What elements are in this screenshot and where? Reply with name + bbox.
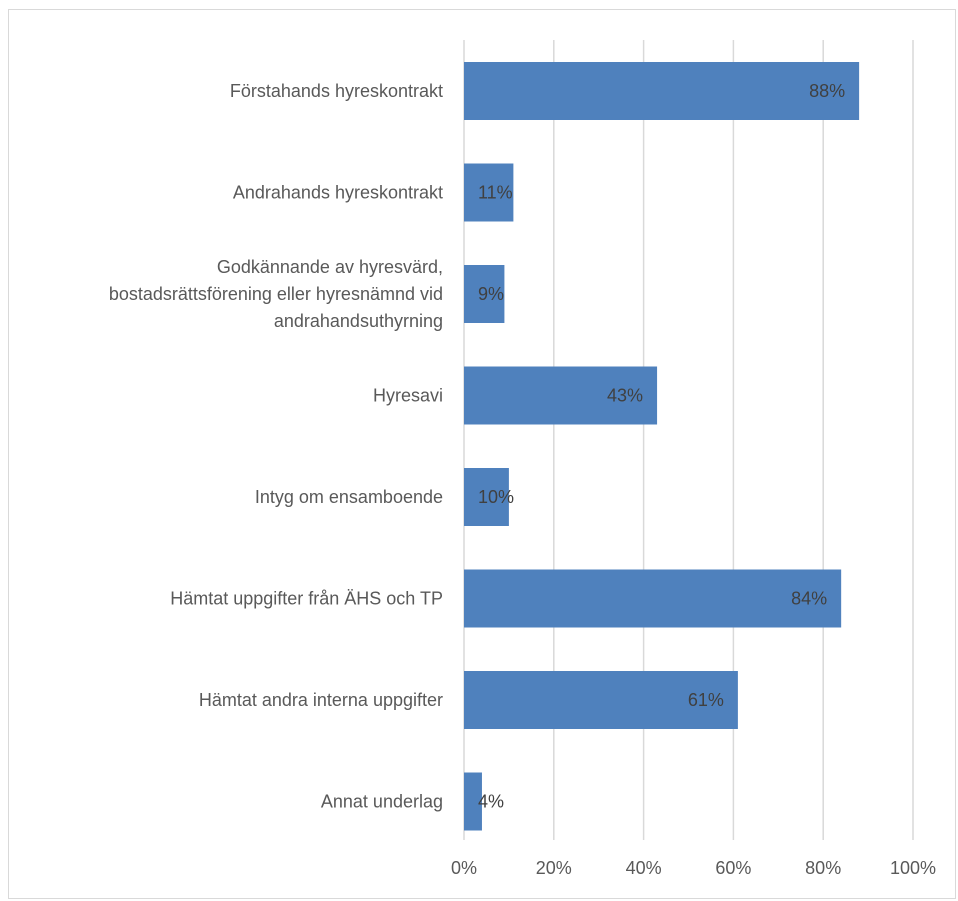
data-label: 88%: [809, 81, 845, 101]
bar: [464, 163, 514, 222]
data-label: 11%: [478, 183, 513, 203]
x-tick-label: 60%: [715, 858, 751, 878]
chart-frame: [8, 9, 956, 899]
bar: [464, 265, 505, 323]
category-label: andrahandsuthyrning: [274, 311, 443, 331]
bar: [464, 569, 842, 628]
x-tick-label: 20%: [536, 858, 572, 878]
category-label: Förstahands hyreskontrakt: [230, 81, 443, 101]
category-label: Hämtat uppgifter från ÄHS och TP: [170, 589, 443, 609]
category-label: bostadsrättsförening eller hyresnämnd vi…: [109, 284, 443, 304]
data-label: 61%: [688, 690, 724, 710]
category-label: Andrahands hyreskontrakt: [233, 183, 443, 203]
data-label: 9%: [478, 284, 504, 304]
x-tick-label: 100%: [890, 858, 936, 878]
bar: [464, 671, 738, 729]
data-label: 4%: [478, 792, 504, 812]
data-label: 84%: [791, 589, 827, 609]
bar: [464, 62, 860, 120]
data-label: 43%: [607, 386, 643, 406]
bar: [464, 468, 509, 526]
x-tick-label: 80%: [805, 858, 841, 878]
bar: [464, 772, 482, 831]
x-tick-label: 40%: [626, 858, 662, 878]
bar: [464, 366, 658, 425]
data-label: 10%: [478, 487, 514, 507]
category-label: Godkännande av hyresvärd,: [217, 257, 443, 277]
x-tick-label: 0%: [451, 858, 477, 878]
category-label: Annat underlag: [321, 792, 443, 812]
category-label: Intyg om ensamboende: [255, 487, 443, 507]
category-label: Hyresavi: [373, 386, 443, 406]
category-label: Hämtat andra interna uppgifter: [199, 690, 443, 710]
